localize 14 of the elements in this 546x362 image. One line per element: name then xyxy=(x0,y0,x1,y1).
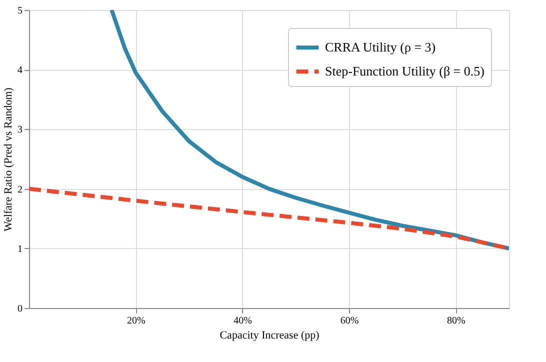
y-tick-label: 4 xyxy=(18,65,22,76)
y-tick-label: 3 xyxy=(18,124,22,136)
x-axis-title: Capacity Increase (pp) xyxy=(220,330,320,342)
x-tick-label: 20% xyxy=(126,316,146,326)
legend-label: CRRA Utility (ρ = 3) xyxy=(325,40,436,54)
legend-label: Step-Function Utility (β = 0.5) xyxy=(325,64,484,78)
y-axis-title: Welfare Ratio (Pred vs Random) xyxy=(2,87,14,232)
x-tick-label: 60% xyxy=(340,316,359,326)
y-tick-label: 1 xyxy=(18,244,22,255)
y-tick-label: 0 xyxy=(18,304,22,314)
y-tick-label: 2 xyxy=(18,184,22,196)
x-tick-label: 40% xyxy=(234,316,252,326)
y-tick-label: 5 xyxy=(18,6,22,16)
x-tick-label: 80% xyxy=(446,316,466,326)
